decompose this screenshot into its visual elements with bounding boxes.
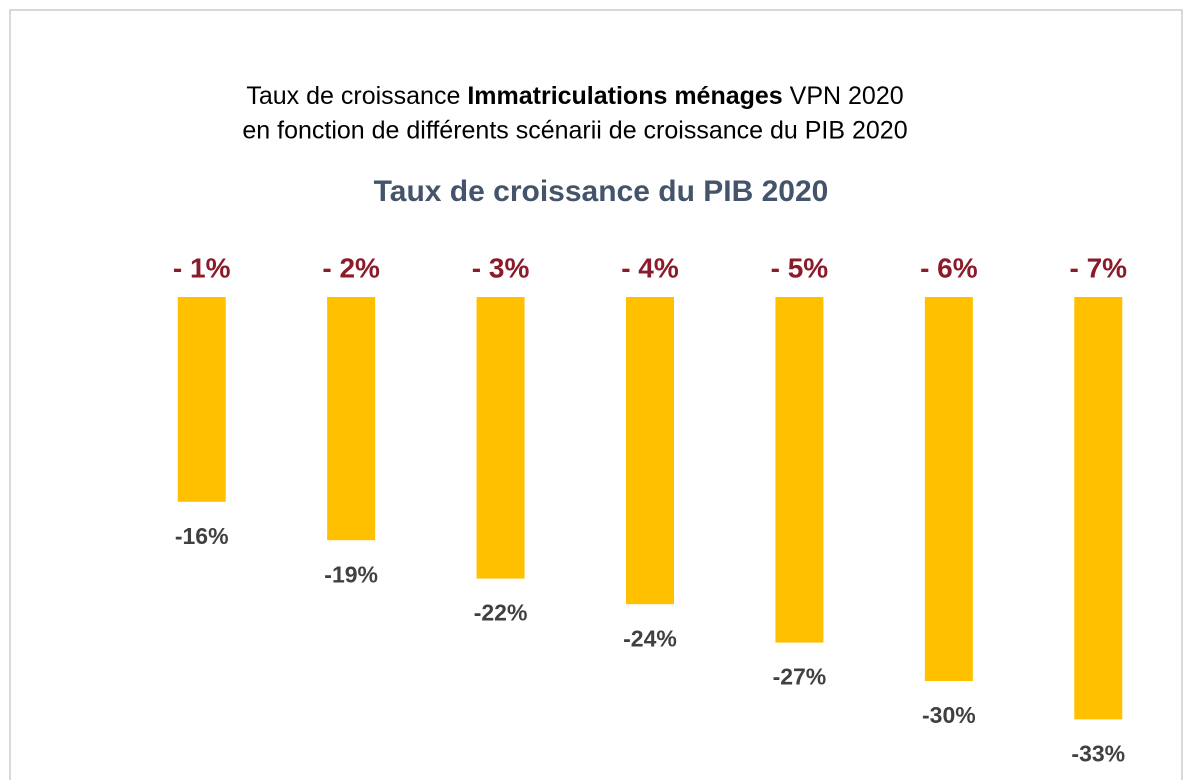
chart-title: Taux de croissance Immatriculations ména… xyxy=(246,82,903,110)
title-part: Immatriculations ménages xyxy=(467,82,782,110)
title-part: Taux de croissance xyxy=(246,82,460,110)
bar xyxy=(476,297,525,579)
bar xyxy=(924,297,973,681)
data-label: -33% xyxy=(1071,740,1125,766)
x-tick-label: - 7% xyxy=(1069,252,1127,283)
chart-subtitle: en fonction de différents scénarii de cr… xyxy=(242,117,907,145)
bar xyxy=(775,297,824,643)
data-label: -16% xyxy=(175,523,229,549)
data-label: -19% xyxy=(324,561,378,587)
x-axis-title: Taux de croissance du PIB 2020 xyxy=(374,175,829,208)
x-tick-label: - 1% xyxy=(173,252,231,283)
x-tick-label: - 2% xyxy=(322,252,380,283)
data-label: -30% xyxy=(922,702,976,728)
bar xyxy=(327,297,376,541)
bar xyxy=(626,297,674,605)
x-tick-label: - 4% xyxy=(621,252,679,283)
x-tick-label: - 6% xyxy=(920,252,978,283)
data-label: -22% xyxy=(474,600,528,626)
data-label: -27% xyxy=(773,664,827,690)
title-part: VPN 2020 xyxy=(790,82,904,110)
chart-border xyxy=(9,9,1183,780)
bar xyxy=(1074,297,1123,720)
data-label: -24% xyxy=(623,625,677,651)
x-tick-label: - 3% xyxy=(472,252,530,283)
bar xyxy=(177,297,226,502)
x-tick-label: - 5% xyxy=(771,252,829,283)
